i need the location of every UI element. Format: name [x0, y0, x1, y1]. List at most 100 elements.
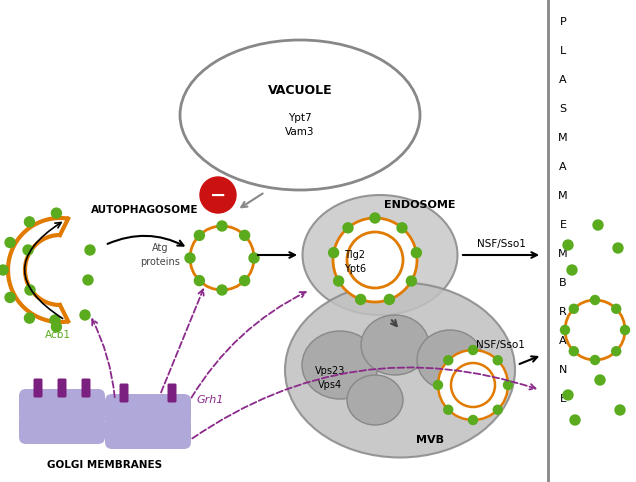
Text: N: N [559, 365, 567, 375]
Circle shape [249, 253, 259, 263]
FancyBboxPatch shape [81, 378, 90, 398]
Circle shape [613, 243, 623, 253]
Circle shape [469, 346, 478, 354]
Circle shape [52, 208, 62, 218]
Circle shape [569, 347, 578, 356]
Circle shape [560, 325, 569, 335]
FancyBboxPatch shape [105, 417, 191, 449]
Circle shape [563, 240, 573, 250]
Circle shape [83, 275, 93, 285]
Text: B: B [559, 278, 567, 288]
FancyBboxPatch shape [19, 389, 105, 421]
Text: MVB: MVB [416, 435, 444, 445]
Circle shape [80, 310, 90, 320]
Circle shape [347, 232, 403, 288]
Text: E: E [560, 394, 567, 404]
Text: Vps23
Vps4: Vps23 Vps4 [315, 366, 345, 389]
Text: AUTOPHAGOSOME: AUTOPHAGOSOME [91, 205, 198, 215]
Circle shape [438, 350, 508, 420]
Circle shape [615, 405, 625, 415]
Text: A: A [559, 162, 567, 172]
Circle shape [590, 356, 600, 364]
Text: Atg
proteins: Atg proteins [140, 243, 180, 267]
Circle shape [590, 295, 600, 305]
Circle shape [595, 375, 605, 385]
Circle shape [565, 300, 625, 360]
Circle shape [504, 380, 513, 389]
Ellipse shape [285, 282, 515, 457]
Circle shape [240, 276, 249, 286]
Circle shape [25, 285, 35, 295]
Circle shape [190, 226, 254, 290]
Text: VACUOLE: VACUOLE [268, 83, 333, 96]
Text: Tlg2
Ypt6: Tlg2 Ypt6 [344, 251, 366, 274]
Circle shape [334, 276, 343, 286]
Ellipse shape [417, 330, 483, 390]
Circle shape [5, 238, 15, 248]
Circle shape [217, 285, 227, 295]
Text: L: L [560, 46, 566, 56]
Circle shape [593, 220, 603, 230]
Ellipse shape [302, 331, 378, 399]
Text: Ypt7
Vam3: Ypt7 Vam3 [286, 113, 315, 137]
Circle shape [569, 304, 578, 313]
Circle shape [444, 405, 453, 414]
Circle shape [217, 221, 227, 231]
Circle shape [494, 356, 502, 365]
Circle shape [384, 295, 394, 305]
Text: ENDOSOME: ENDOSOME [384, 200, 456, 210]
Text: P: P [560, 17, 567, 27]
Circle shape [333, 218, 417, 302]
Text: S: S [560, 104, 567, 114]
Circle shape [563, 390, 573, 400]
Circle shape [570, 415, 580, 425]
Circle shape [24, 313, 34, 323]
Circle shape [567, 265, 577, 275]
Circle shape [50, 315, 60, 325]
Circle shape [451, 363, 495, 407]
Ellipse shape [347, 375, 403, 425]
Circle shape [195, 230, 204, 241]
FancyBboxPatch shape [19, 412, 105, 444]
FancyBboxPatch shape [57, 378, 67, 398]
Circle shape [356, 295, 366, 305]
Circle shape [85, 245, 95, 255]
Circle shape [5, 293, 15, 303]
Circle shape [0, 265, 8, 275]
Ellipse shape [303, 195, 457, 315]
FancyBboxPatch shape [34, 378, 43, 398]
Circle shape [397, 223, 407, 233]
Circle shape [469, 415, 478, 425]
Text: GOLGI MEMBRANES: GOLGI MEMBRANES [48, 460, 163, 470]
Circle shape [612, 347, 621, 356]
Circle shape [612, 304, 621, 313]
Circle shape [195, 276, 204, 286]
Text: Grh1: Grh1 [197, 395, 224, 405]
Circle shape [343, 223, 353, 233]
Text: E: E [560, 220, 567, 230]
Circle shape [411, 248, 422, 258]
Circle shape [444, 356, 453, 365]
Text: Acb1: Acb1 [45, 330, 71, 340]
Text: R: R [559, 307, 567, 317]
Circle shape [621, 325, 630, 335]
Text: A: A [559, 336, 567, 346]
FancyBboxPatch shape [120, 384, 128, 402]
Circle shape [24, 217, 34, 227]
Text: −: − [210, 186, 226, 204]
Circle shape [329, 248, 338, 258]
Circle shape [23, 245, 33, 255]
Circle shape [200, 177, 236, 213]
Text: M: M [558, 191, 568, 201]
Circle shape [406, 276, 417, 286]
Circle shape [185, 253, 195, 263]
Text: M: M [558, 249, 568, 259]
FancyBboxPatch shape [167, 384, 177, 402]
Text: NSF/Sso1: NSF/Sso1 [476, 239, 525, 249]
Circle shape [370, 213, 380, 223]
Circle shape [434, 380, 443, 389]
Circle shape [52, 322, 62, 332]
Text: M: M [558, 133, 568, 143]
FancyBboxPatch shape [105, 394, 191, 426]
Circle shape [240, 230, 249, 241]
